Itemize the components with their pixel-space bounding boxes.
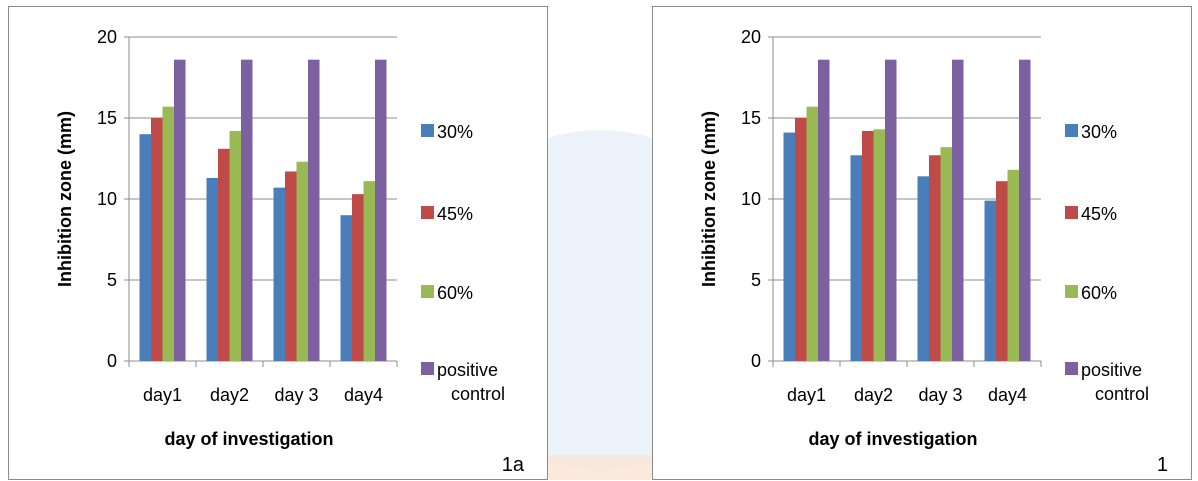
x-tick-label: day2 [210,385,249,405]
x-tick-label: day 3 [918,385,962,405]
bar-60- [229,130,241,361]
y-tick-label: 0 [107,351,117,371]
x-tick-label: day1 [143,385,182,405]
x-tick-label: day 3 [274,385,318,405]
bar-30- [917,176,929,361]
y-axis-title: Inhibition zone (mm) [55,111,75,287]
bar-60- [1007,169,1019,361]
bar-60- [363,181,375,361]
bar-30- [340,215,352,361]
legend-swatch [1065,206,1078,219]
bar-30- [206,177,218,361]
legend-swatch [1065,362,1078,375]
legend-label: positive control [437,360,505,404]
bar-45- [151,118,163,361]
x-axis-title: day of investigation [808,429,977,449]
bar-positive-control [885,59,897,362]
bar-positive-control [241,59,253,362]
legend-label: 30% [1081,122,1117,142]
legend-swatch [421,285,434,298]
bar-60- [162,106,174,361]
legend-label: 30% [437,122,473,142]
legend-label-line2: control [1095,384,1149,404]
y-axis-title: Inhibition zone (mm) [699,111,719,287]
legend-swatch [421,362,434,375]
legend-swatch [421,124,434,137]
bar-positive-control [818,59,830,362]
bar-45- [285,171,297,361]
bar-45- [218,148,230,361]
bar-45- [862,130,874,361]
bar-positive-control [174,59,186,362]
legend-label: 60% [437,283,473,303]
x-tick-label: day4 [344,385,383,405]
bar-positive-control [952,59,964,362]
legend-label: 60% [1081,283,1117,303]
bar-30- [850,155,862,361]
legend-label: 45% [437,204,473,224]
bar-positive-control [1019,59,1031,362]
x-tick-label: day2 [854,385,893,405]
bar-30- [783,132,795,361]
chart-caption: 1a [502,454,525,476]
x-tick-label: day4 [988,385,1027,405]
legend-swatch [1065,285,1078,298]
legend-label-line2: control [451,384,505,404]
bar-30- [139,134,151,361]
bar-45- [996,181,1008,361]
bar-45- [929,155,941,361]
x-axis-title: day of investigation [164,429,333,449]
bar-45- [352,194,364,361]
y-tick-label: 15 [97,108,117,128]
y-tick-label: 20 [97,27,117,47]
bar-positive-control [375,59,387,362]
bar-chart-1: 0 5 10 15 20 day1 day2 day 3 day4 day of investig… [699,27,1168,476]
y-tick-label: 0 [751,351,761,371]
chart-panel-1: 0 5 10 15 20 day1 day2 day 3 day4 day of investig… [652,6,1192,480]
bar-60- [940,147,952,361]
bar-positive-control [308,59,320,362]
bar-60- [806,106,818,361]
bar-30- [273,187,285,361]
legend-swatch [421,206,434,219]
y-tick-label: 5 [751,270,761,290]
y-tick-label: 10 [741,189,761,209]
y-tick-label: 5 [107,270,117,290]
bar-45- [795,118,807,361]
bar-60- [296,161,308,361]
bar-chart-1a: 0 5 10 15 20 day1 day2 day 3 day4 day of investig… [55,27,525,476]
y-tick-label: 20 [741,27,761,47]
bar-30- [984,200,996,361]
chart-panel-1a: 0 5 10 15 20 day1 day2 day 3 day4 day of investig… [8,6,548,480]
legend-label: positive control [1081,360,1149,404]
bar-60- [873,129,885,361]
legend-swatch [1065,124,1078,137]
legend-label: 45% [1081,204,1117,224]
y-tick-label: 10 [97,189,117,209]
x-tick-label: day1 [787,385,826,405]
y-tick-label: 15 [741,108,761,128]
chart-caption: 1 [1157,454,1168,476]
